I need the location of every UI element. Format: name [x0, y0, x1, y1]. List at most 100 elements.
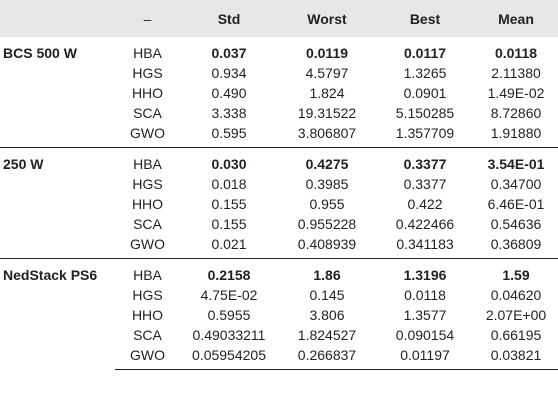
- worst-cell: 1.86: [278, 258, 376, 285]
- table-row: BCS 500 W HBA 0.037 0.0119 0.0117 0.0118: [0, 37, 558, 63]
- table-row: HGS 0.018 0.3985 0.3377 0.34700: [0, 174, 558, 194]
- algorithm-cell: SCA: [133, 105, 162, 121]
- std-cell: 0.05954205: [180, 345, 278, 370]
- algorithm-cell: SCA: [133, 327, 162, 343]
- algorithm-cell: GWO: [130, 236, 165, 252]
- table-row: GWO 0.021 0.408939 0.341183 0.36809: [0, 234, 558, 259]
- best-cell: 1.357709: [395, 125, 455, 141]
- worst-cell: 0.408939: [297, 236, 357, 252]
- worst-cell: 0.4275: [278, 147, 376, 174]
- best-cell: 1.3577: [403, 307, 447, 323]
- results-table: – Std Worst Best Mean BCS 500 W HBA 0.03…: [0, 0, 558, 370]
- mean-cell: 0.0118: [494, 45, 538, 61]
- best-cell: 0.422466: [395, 216, 455, 232]
- best-cell: 0.0117: [403, 45, 447, 61]
- worst-cell: 3.806807: [297, 125, 357, 141]
- best-cell: 0.0901: [403, 85, 447, 101]
- best-cell: 0.3377: [376, 147, 474, 174]
- best-cell: 1.3265: [403, 65, 447, 81]
- mean-cell: 1.49E-02: [487, 85, 545, 101]
- std-cell: 0.2158: [180, 258, 278, 285]
- worst-cell: 3.806: [309, 307, 345, 323]
- std-cell: 0.490: [211, 85, 247, 101]
- algorithm-cell: HGS: [132, 65, 163, 81]
- algorithm-cell: HBA: [115, 147, 180, 174]
- mean-cell: 0.54636: [490, 216, 542, 232]
- std-cell: 0.037: [211, 45, 247, 61]
- std-cell: 4.75E-02: [200, 287, 258, 303]
- table-row: SCA 0.49033211 1.824527 0.090154 0.66195: [0, 325, 558, 345]
- std-cell: 0.021: [211, 236, 247, 252]
- algorithm-cell: HHO: [131, 196, 164, 212]
- table-row: GWO 0.595 3.806807 1.357709 1.91880: [0, 123, 558, 148]
- std-cell: 0.934: [211, 65, 247, 81]
- algorithm-cell: HGS: [132, 176, 163, 192]
- mean-cell: 1.91880: [490, 125, 542, 141]
- algorithm-cell: GWO: [115, 345, 180, 370]
- std-cell: 0.030: [180, 147, 278, 174]
- worst-cell: 0.0119: [305, 45, 349, 61]
- mean-cell: 0.03821: [474, 345, 558, 370]
- worst-cell: 4.5797: [305, 65, 349, 81]
- worst-cell: 1.824527: [297, 327, 357, 343]
- std-cell: 0.595: [211, 125, 247, 141]
- algorithm-cell: GWO: [130, 125, 165, 141]
- worst-cell: 0.145: [309, 287, 345, 303]
- table-row: SCA 3.338 19.31522 5.150285 8.72860: [0, 103, 558, 123]
- worst-cell: 1.824: [309, 85, 345, 101]
- mean-cell: 0.66195: [490, 327, 542, 343]
- algorithm-cell: HHO: [131, 307, 164, 323]
- mean-cell: 1.59: [474, 258, 558, 285]
- mean-cell: 2.11380: [491, 65, 541, 81]
- group-label: BCS 500 W: [3, 45, 77, 61]
- algorithm-cell: HBA: [115, 258, 180, 285]
- best-cell: 0.01197: [376, 345, 474, 370]
- header-algorithm: –: [143, 10, 152, 27]
- algorithm-cell: HBA: [133, 45, 162, 61]
- table-row: HHO 0.5955 3.806 1.3577 2.07E+00: [0, 305, 558, 325]
- algorithm-cell: SCA: [133, 216, 162, 232]
- mean-cell: 2.07E+00: [485, 307, 547, 323]
- table-row: HHO 0.155 0.955 0.422 6.46E-01: [0, 194, 558, 214]
- header-best: Best: [409, 10, 441, 27]
- worst-cell: 0.266837: [278, 345, 376, 370]
- worst-cell: 0.3985: [305, 176, 349, 192]
- best-cell: 5.150285: [395, 105, 455, 121]
- header-worst: Worst: [307, 10, 347, 27]
- header-group: [0, 0, 115, 37]
- table-row: HGS 0.934 4.5797 1.3265 2.11380: [0, 63, 558, 83]
- table-row: GWO 0.05954205 0.266837 0.01197 0.03821: [0, 345, 558, 370]
- best-cell: 0.341183: [396, 236, 454, 252]
- table-row: NedStack PS6 HBA 0.2158 1.86 1.3196 1.59: [0, 258, 558, 370]
- std-cell: 0.155: [211, 216, 247, 232]
- table-row: HGS 4.75E-02 0.145 0.0118 0.04620: [0, 285, 558, 305]
- table-row: SCA 0.155 0.955228 0.422466 0.54636: [0, 214, 558, 234]
- best-cell: 0.3377: [403, 176, 447, 192]
- mean-cell: 0.04620: [490, 287, 542, 303]
- best-cell: 0.0118: [404, 287, 446, 303]
- mean-cell: 3.54E-01: [474, 147, 558, 174]
- best-cell: 0.422: [407, 196, 443, 212]
- table-row: HHO 0.490 1.824 0.0901 1.49E-02: [0, 83, 558, 103]
- best-cell: 1.3196: [376, 258, 474, 285]
- group-label: 250 W: [0, 147, 115, 259]
- group-label: NedStack PS6: [0, 258, 115, 370]
- std-cell: 0.49033211: [192, 327, 266, 343]
- header-mean: Mean: [498, 10, 534, 27]
- worst-cell: 0.955: [309, 196, 345, 212]
- algorithm-cell: HGS: [132, 287, 163, 303]
- mean-cell: 0.34700: [490, 176, 542, 192]
- algorithm-cell: HHO: [131, 85, 164, 101]
- worst-cell: 19.31522: [297, 105, 357, 121]
- table-row: 250 W HBA 0.030 0.4275 0.3377 3.54E-01: [0, 147, 558, 259]
- mean-cell: 0.36809: [490, 236, 542, 252]
- mean-cell: 6.46E-01: [487, 196, 545, 212]
- std-cell: 0.155: [211, 196, 247, 212]
- std-cell: 0.018: [211, 176, 247, 192]
- header-row: – Std Worst Best Mean: [0, 0, 558, 37]
- mean-cell: 8.72860: [490, 105, 542, 121]
- header-std: Std: [217, 10, 241, 27]
- best-cell: 0.090154: [395, 327, 455, 343]
- std-cell: 3.338: [211, 105, 247, 121]
- std-cell: 0.5955: [207, 307, 251, 323]
